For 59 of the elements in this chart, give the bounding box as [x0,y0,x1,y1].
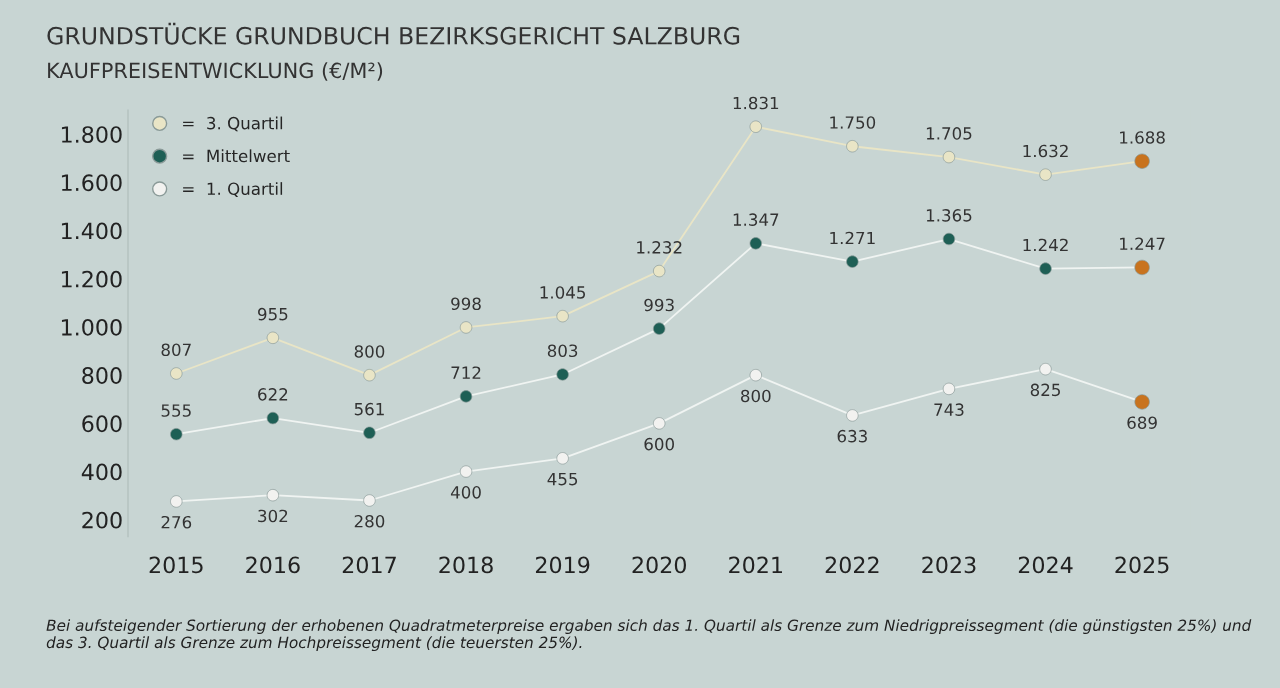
x-tick-label: 2016 [246,556,300,574]
data-label: 561 [354,402,384,416]
data-label: 600 [644,437,674,451]
data-label: 1.242 [1023,238,1068,252]
data-label: 302 [258,509,288,523]
data-label: 1.632 [1023,144,1068,158]
data-label: 622 [258,388,288,401]
data-label: 1.705 [926,127,972,140]
data-label: 1.750 [830,116,876,129]
x-tick-label: 2018 [439,556,493,574]
data-label: 1.045 [540,286,586,299]
data-label: 998 [451,297,481,311]
data-label: 1.688 [1120,131,1165,144]
y-tick-label: 800 [82,367,122,384]
data-label: 1.271 [830,231,875,245]
y-tick-label: 400 [81,463,122,481]
chart-subtitle: KAUFPREISENTWICKLUNG (€/M²) [48,62,383,81]
data-label: 400 [450,486,481,499]
data-label: 455 [547,472,578,486]
data-label: 555 [161,404,191,417]
y-tick-label: 1.400 [61,222,122,240]
x-tick-label: 2023 [922,556,976,574]
data-label: 993 [644,298,674,312]
data-label: 955 [258,307,288,321]
data-label: 800 [741,389,771,403]
x-tick-label: 2020 [632,556,686,574]
legend-label: = 3. Quartil [183,116,283,132]
data-label: 689 [1127,416,1157,429]
x-tick-label: 2017 [342,556,396,574]
chart-title: GRUNDSTÜCKE GRUNDBUCH BEZIRKSGERICHT SALZBURG [47,22,740,45]
x-tick-label: 2022 [825,556,879,574]
y-tick-label: 600 [82,415,122,433]
data-label: 280 [354,514,385,528]
data-label: 800 [354,345,385,358]
x-tick-label: 2019 [535,556,590,574]
data-label: 1.247 [1120,237,1165,250]
data-label: 633 [837,429,867,443]
data-label: 276 [161,515,192,529]
text: Bei aufsteigender Sortierung der erhobenen Quadratmeterpreise ergaben sich das 1. Quartil als Grenze zum Niedrigpreissegment (die günstigsten 25%) und das 3. Quartil als Grenze zum Hochpreissegment (die teuersten 25%). [46,619,1252,652]
data-label: 825 [1030,383,1060,397]
data-label: 1.831 [733,96,779,110]
legend-label: = Mittelwert [183,149,290,163]
x-tick-label: 2015 [149,556,203,574]
data-label: 807 [161,343,191,357]
y-tick-label: 1.600 [61,174,122,192]
data-label: 1.347 [733,213,779,226]
y-tick-label: 1.000 [61,318,122,336]
x-tick-label: 2024 [1018,556,1073,574]
data-label: 712 [451,366,481,379]
y-tick-label: 1.200 [61,270,122,288]
data-label: 1.232 [637,241,682,254]
x-tick-label: 2021 [729,556,783,574]
y-tick-label: 200 [82,511,122,529]
data-label: 743 [934,403,964,416]
legend-label: = 1. Quartil [183,182,283,197]
x-tick-label: 2025 [1115,556,1169,574]
data-label: 1.365 [926,209,972,222]
data-label: 803 [547,344,578,358]
y-tick-label: 1.800 [61,126,122,143]
